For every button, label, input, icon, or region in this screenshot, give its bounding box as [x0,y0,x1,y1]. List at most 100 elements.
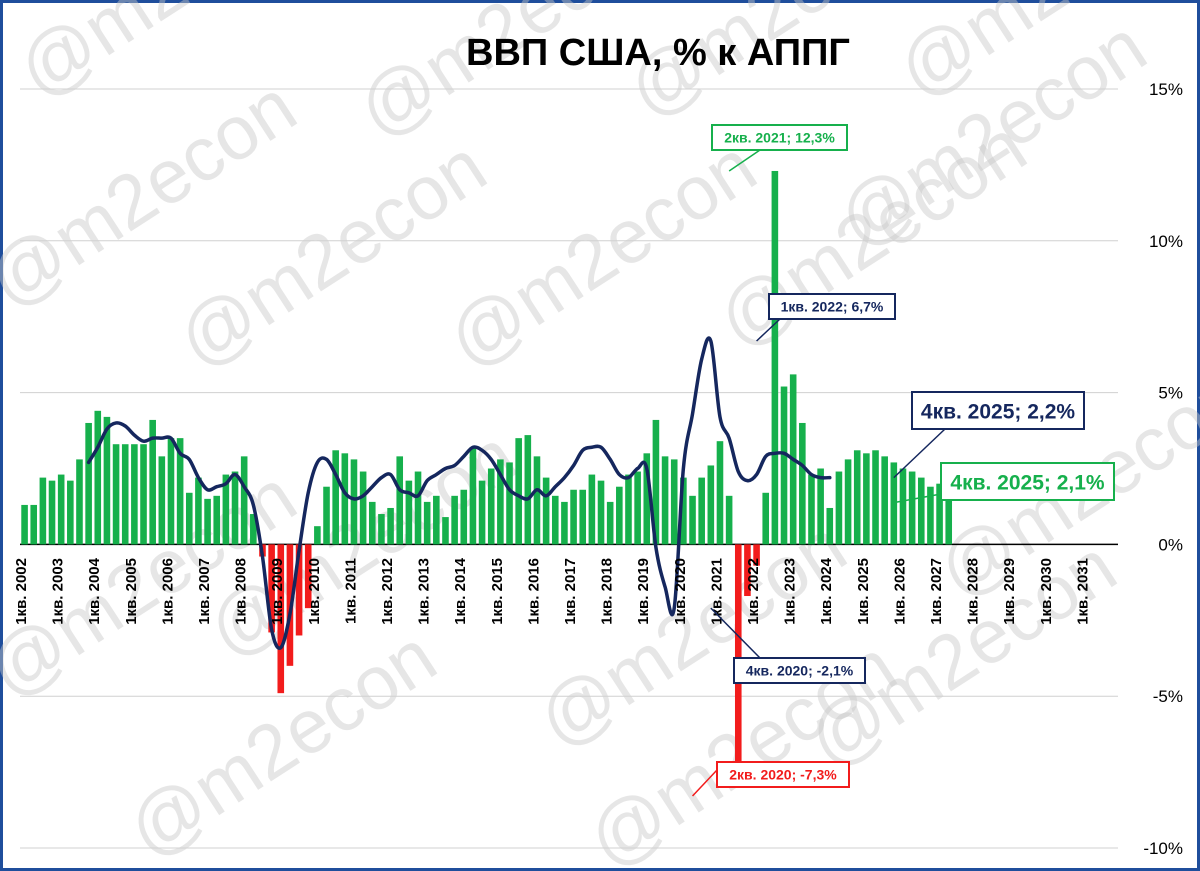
bar [140,444,147,545]
chart-title: ВВП США, % к АППГ [466,32,850,74]
bar [680,477,687,545]
bar [76,459,83,545]
annotation-label: 4кв. 2025; 2,2% [921,401,1076,424]
bar [661,456,669,545]
bar [817,468,824,545]
bar [744,544,751,597]
bar-series [21,170,953,767]
bar [451,495,458,545]
bar [826,507,834,545]
y-tick-label: -5% [1153,687,1183,706]
x-tick-label: 1кв. 2027 [928,558,945,625]
bar [844,459,852,545]
x-tick-label: 1кв. 2026 [891,558,908,625]
bar [268,544,275,633]
bar [378,514,385,545]
y-tick-label: 15% [1149,80,1183,99]
line-series [86,336,832,650]
bar [433,495,440,545]
x-tick-label: 1кв. 2013 [416,558,433,625]
annotations-layer: 2кв. 2021; 12,3% 1кв. 2022; 6,7% 4кв. 2025… [691,124,1115,797]
x-tick-label: 1кв. 2024 [818,557,835,624]
bar [213,495,221,545]
x-tick-label: 1кв. 2030 [1038,558,1055,625]
annotation-label: 2кв. 2021; 12,3% [724,130,835,146]
bar [350,459,358,545]
annotation-label: 4кв. 2020; -2,1% [746,663,854,679]
bar [39,477,47,545]
bar [716,441,724,545]
annotation: 4кв. 2025; 2,2% [893,391,1085,479]
y-tick-label: 10% [1149,232,1183,251]
bar [250,514,257,545]
bar [176,438,184,545]
bar [185,492,193,545]
bar [387,507,394,545]
x-tick-label: 1кв. 2004 [86,557,103,624]
bar [945,480,953,545]
x-tick-label: 1кв. 2011 [342,558,359,624]
bar [21,504,28,545]
bar [762,492,770,545]
bar [359,471,367,545]
x-tick-label: 1кв. 2020 [672,558,689,625]
annotation-leader [893,493,942,504]
bar [698,477,705,545]
bar [881,456,888,545]
x-tick-label: 1кв. 2025 [855,558,872,625]
annotation-leader [691,769,718,797]
x-tick-label: 1кв. 2015 [489,558,506,625]
bar [753,544,760,566]
bar [625,474,632,545]
bar [222,474,230,545]
bar [588,474,596,545]
bar [487,468,495,545]
bar [634,471,641,545]
bar [835,471,843,545]
bar [442,517,449,545]
bar [570,489,577,545]
annotation: 2кв. 2020; -7,3% [691,761,850,797]
bar [780,386,788,545]
bar [652,419,660,545]
annotation-box [716,761,850,788]
annotation: 4кв. 2020; -2,1% [710,607,866,684]
bar [927,486,934,545]
bar [808,474,815,545]
bar [149,419,156,545]
x-tick-label: 1кв. 2010 [306,558,323,625]
x-tick-label: 1кв. 2014 [452,557,469,624]
bar [670,459,678,545]
grid-layer [20,88,1118,849]
annotation-box [768,293,896,320]
bar [323,486,330,545]
x-tick-label: 1кв. 2018 [599,558,616,625]
bar [561,501,568,545]
x-tick-label: 1кв. 2007 [196,558,213,625]
bar [853,450,861,545]
bar [725,495,733,545]
bar [103,416,111,545]
bar [863,453,870,545]
annotation-box [711,124,848,151]
watermark-text: @m2econ [3,0,341,114]
bar [67,480,74,545]
bar [295,544,303,636]
annotation-box [940,462,1115,501]
x-tick-label: 1кв. 2016 [525,558,542,625]
bar [707,465,715,545]
x-tick-label: 1кв. 2012 [379,558,396,625]
bar [204,498,211,545]
bar [57,474,65,545]
bar [799,422,806,545]
bar [899,468,907,545]
bar [405,480,413,545]
bar [240,456,248,545]
x-tick-label: 1кв. 2003 [50,558,67,625]
x-tick-label: 1кв. 2009 [269,558,286,625]
bar [478,480,486,545]
bar [551,495,559,545]
x-tick-label: 1кв. 2022 [745,558,762,625]
bar [908,471,916,545]
